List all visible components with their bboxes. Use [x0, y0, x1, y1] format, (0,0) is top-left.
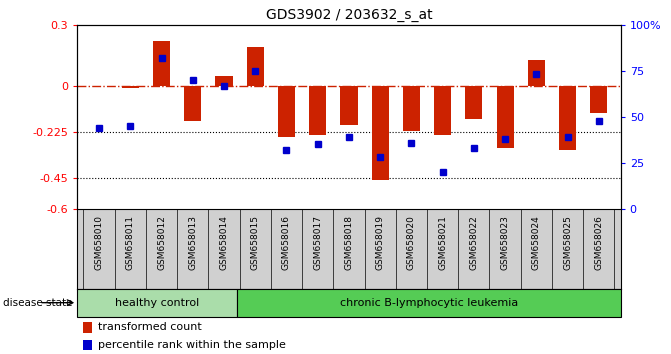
Text: GSM658026: GSM658026	[595, 215, 603, 270]
Text: GSM658018: GSM658018	[344, 215, 354, 270]
Text: GSM658014: GSM658014	[219, 215, 228, 270]
Bar	[121, 86, 139, 88]
Bar	[434, 86, 451, 135]
Bar	[528, 59, 545, 86]
Bar	[237, 289, 621, 317]
Bar	[497, 86, 514, 148]
Text: GSM658022: GSM658022	[470, 215, 478, 270]
Title: GDS3902 / 203632_s_at: GDS3902 / 203632_s_at	[266, 8, 432, 22]
Text: GSM658020: GSM658020	[407, 215, 416, 270]
Text: GSM658010: GSM658010	[95, 215, 103, 270]
Bar	[184, 86, 201, 121]
Text: healthy control: healthy control	[115, 298, 199, 308]
Bar	[83, 322, 93, 333]
Text: GSM658019: GSM658019	[376, 215, 384, 270]
Bar	[340, 86, 358, 125]
Text: GSM658025: GSM658025	[563, 215, 572, 270]
Text: GSM658016: GSM658016	[282, 215, 291, 270]
Text: GSM658023: GSM658023	[501, 215, 509, 270]
Text: GSM658011: GSM658011	[125, 215, 135, 270]
Bar	[590, 86, 607, 113]
Text: percentile rank within the sample: percentile rank within the sample	[98, 340, 286, 350]
Text: GSM658012: GSM658012	[157, 215, 166, 270]
Text: GSM658024: GSM658024	[532, 215, 541, 270]
Bar	[77, 289, 237, 317]
Bar	[247, 47, 264, 86]
Text: GSM658013: GSM658013	[189, 215, 197, 270]
Text: GSM658015: GSM658015	[251, 215, 260, 270]
Bar	[465, 86, 482, 119]
Bar	[372, 86, 389, 180]
Bar	[215, 76, 233, 86]
Bar	[403, 86, 420, 131]
Bar	[278, 86, 295, 137]
Text: transformed count: transformed count	[98, 322, 201, 332]
Bar	[83, 340, 93, 350]
Bar	[559, 86, 576, 149]
Text: disease state: disease state	[3, 298, 73, 308]
Text: chronic B-lymphocytic leukemia: chronic B-lymphocytic leukemia	[340, 298, 518, 308]
Text: GSM658021: GSM658021	[438, 215, 447, 270]
Bar	[153, 41, 170, 86]
Bar	[309, 86, 326, 135]
Text: GSM658017: GSM658017	[313, 215, 322, 270]
